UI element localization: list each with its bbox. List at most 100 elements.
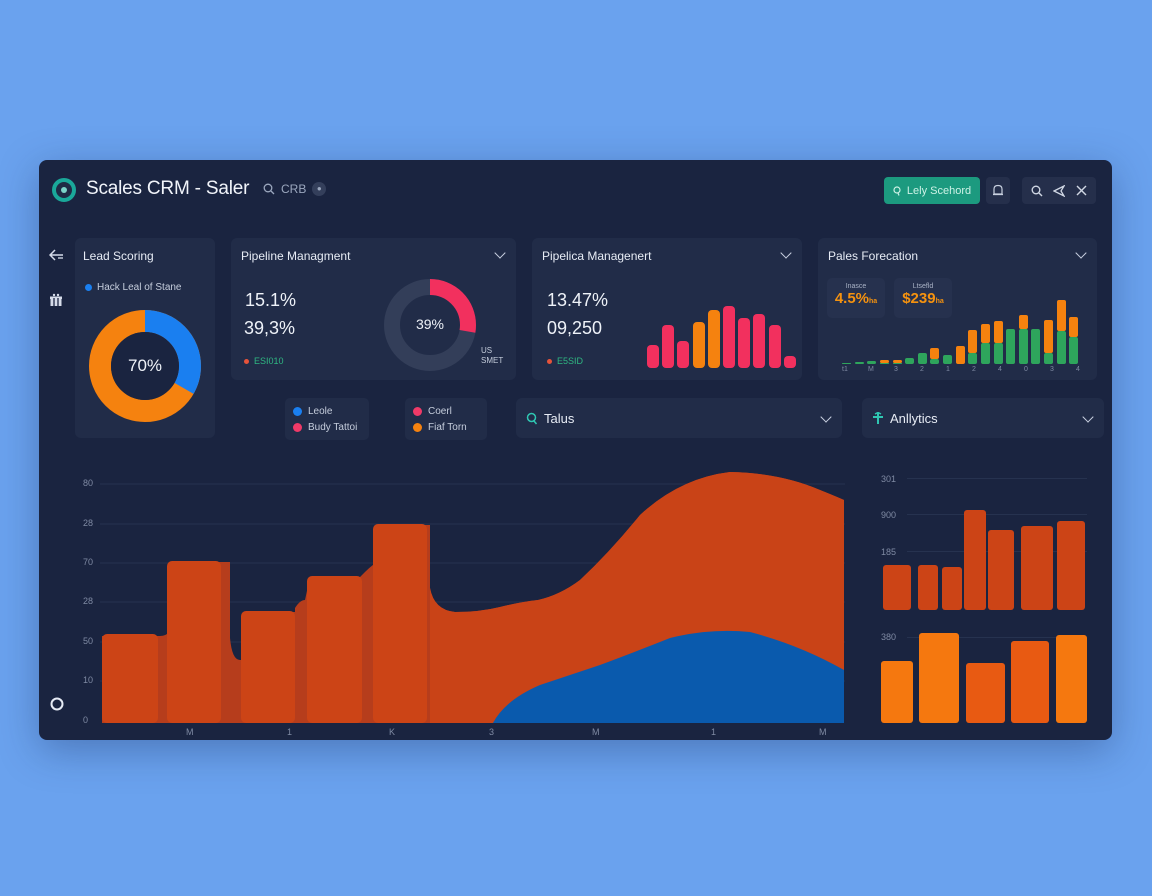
bar-segment-green	[905, 357, 915, 364]
donut-label-1: US	[481, 346, 493, 355]
legend-group-2: Coerl Fiaf Torn	[405, 398, 487, 440]
talus-dropdown[interactable]: Talus	[516, 398, 842, 438]
legend-item[interactable]: Fiaf Torn	[413, 419, 479, 435]
bar-segment-green	[892, 362, 902, 364]
legend-item[interactable]: Leole	[293, 403, 361, 419]
pipeline-1-donut-labels: US SMET	[481, 346, 503, 366]
bar	[753, 313, 766, 368]
x-label: 1	[946, 366, 950, 373]
legend-label: Hack Leal of Stane	[97, 282, 182, 293]
main-chart-plot	[100, 472, 845, 723]
bar	[677, 340, 690, 368]
x-label: t1	[842, 366, 848, 373]
bar	[942, 567, 962, 610]
x-label: M	[819, 727, 827, 737]
pipeline-1-donut	[384, 279, 476, 371]
pipeline-2-title: Pipelica Managenert	[542, 249, 652, 263]
y-label: 28	[83, 596, 94, 606]
notification-button[interactable]	[986, 177, 1010, 204]
bar-segment-orange	[1018, 315, 1028, 329]
x-label: 4	[998, 366, 1002, 373]
bar-segment-green	[993, 342, 1003, 364]
bar	[1057, 521, 1085, 610]
forecast-kpi-2: Ltsefld $239ha	[894, 278, 952, 318]
legend-dot-icon	[85, 284, 92, 291]
pipeline-2-value-1: 13.47%	[547, 290, 609, 310]
gridline	[907, 478, 1087, 479]
chevron-down-icon[interactable]	[494, 247, 506, 259]
forecast-kpi-1: Inasce 4.5%ha	[827, 278, 885, 318]
lead-search-label: Lely Scehord	[906, 184, 972, 197]
y-label: 185	[881, 547, 897, 557]
bar-segment-orange	[930, 348, 940, 360]
main-chart: 80 28 70 28 50 10 0 M 1 K 3 M 1 M	[75, 460, 845, 740]
gift-icon[interactable]	[49, 293, 65, 309]
search-icon[interactable]	[1031, 185, 1043, 197]
bar-segment-orange	[955, 345, 965, 364]
bar-segment-orange	[993, 321, 1003, 343]
back-arrow-icon[interactable]	[49, 248, 65, 264]
y-label: 900	[881, 510, 897, 520]
chevron-down-icon[interactable]	[1075, 247, 1087, 259]
forecast-title: Pales Forecation	[828, 249, 919, 263]
gridline	[907, 637, 1087, 638]
title-bar: Scales CRM - Saler CRB ● Lely Scehord	[39, 160, 1112, 220]
chevron-down-icon[interactable]	[780, 247, 792, 259]
pipeline-card-1: Pipeline Managment 15.1% 39,3% ESI010 39…	[231, 238, 516, 380]
right-chart: 301 900 185 380	[861, 460, 1111, 740]
y-label: 70	[83, 557, 94, 567]
kpi-value: 4.5%	[834, 290, 870, 307]
analytics-icon	[873, 411, 883, 424]
chevron-down-icon	[820, 411, 832, 423]
x-label: 4	[1076, 366, 1080, 373]
bar	[988, 530, 1014, 610]
app-title: Scales CRM - Saler	[86, 178, 250, 199]
bar-segment-orange	[879, 360, 889, 363]
bar-segment-green	[1018, 328, 1028, 364]
bar	[918, 565, 938, 610]
kpi-value: $239	[902, 290, 936, 307]
y-label: 28	[83, 518, 94, 528]
x-label: 0	[1024, 366, 1028, 373]
bar-segment-green	[854, 362, 864, 364]
circle-icon[interactable]	[49, 696, 65, 712]
bar	[919, 633, 959, 723]
y-label: 0	[83, 715, 89, 725]
toolbar-icons	[1022, 177, 1096, 204]
legend-label: Budy Tattoi	[308, 421, 358, 433]
bar	[662, 325, 675, 368]
lead-scoring-title: Lead Scoring	[83, 249, 154, 263]
y-label: 380	[881, 632, 897, 642]
lead-scoring-legend: Hack Leal of Stane	[85, 282, 182, 293]
x-label: K	[389, 727, 396, 737]
close-icon[interactable]	[1076, 185, 1087, 196]
bar-segment-green	[1056, 330, 1066, 364]
title-search[interactable]: CRB ●	[263, 182, 327, 196]
search-icon	[893, 185, 901, 196]
bar	[738, 317, 751, 368]
bar	[966, 663, 1005, 723]
y-label: 10	[83, 675, 94, 685]
y-label: 301	[881, 474, 897, 484]
analytics-dropdown[interactable]: Anllytics	[862, 398, 1104, 438]
bar	[881, 661, 913, 723]
send-icon[interactable]	[1053, 184, 1066, 197]
x-label: 1	[711, 727, 717, 737]
pipeline-2-bar-chart	[647, 298, 797, 368]
app-logo-icon	[52, 178, 76, 202]
lead-search-button[interactable]: Lely Scehord	[884, 177, 980, 204]
bar-segment-green	[842, 362, 851, 364]
legend-item[interactable]: Budy Tattoi	[293, 419, 361, 435]
app-window: Scales CRM - Saler CRB ● Lely Scehord	[39, 160, 1112, 740]
bell-icon	[993, 184, 1003, 196]
bar	[1021, 526, 1053, 610]
pipeline-1-title: Pipeline Managment	[241, 249, 351, 263]
tag-text: E5SID	[557, 356, 584, 366]
info-badge-icon[interactable]: ●	[312, 182, 327, 196]
tag-text: ESI010	[254, 356, 284, 366]
pipeline-2-tag: E5SID	[547, 356, 583, 366]
bar-segment-green	[943, 355, 953, 364]
bar-segment-green	[980, 342, 990, 364]
legend-item[interactable]: Coerl	[413, 403, 479, 419]
bar-segment-green	[1006, 328, 1016, 364]
